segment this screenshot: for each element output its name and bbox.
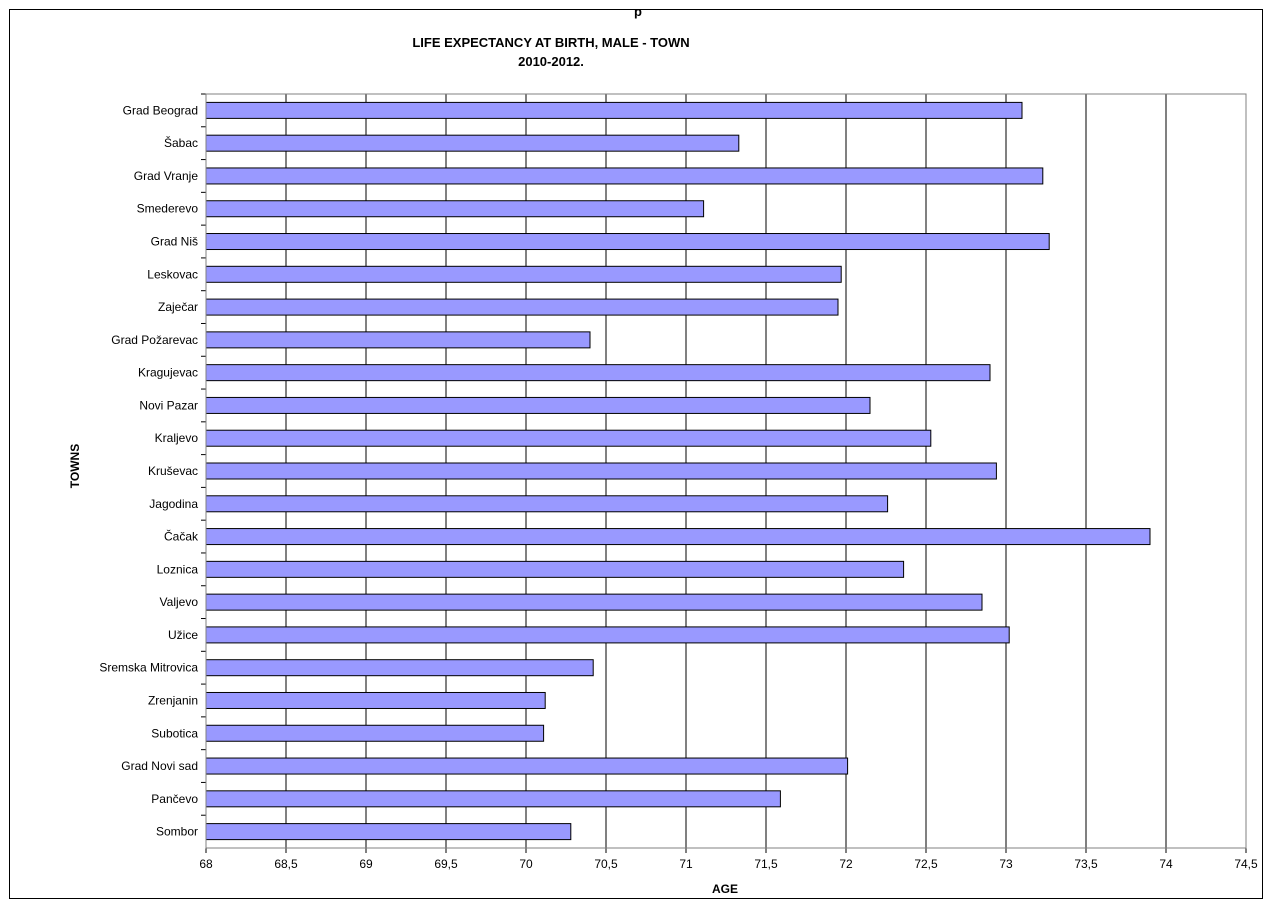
category-label: Grad Požarevac <box>111 333 198 347</box>
bar <box>205 265 842 283</box>
bar <box>205 364 991 382</box>
x-tick-label: 69,5 <box>434 857 458 871</box>
x-tick-label: 69 <box>359 857 373 871</box>
bar <box>205 331 591 349</box>
bar <box>205 593 983 611</box>
bar <box>205 200 705 218</box>
bar <box>205 134 740 152</box>
chart-title: LIFE EXPECTANCY AT BIRTH, MALE - TOWN <box>412 35 689 50</box>
y-axis-title: TOWNS <box>68 444 82 488</box>
bar <box>205 233 1050 251</box>
x-axis-title: AGE <box>712 882 738 896</box>
category-label: Kragujevac <box>138 366 198 380</box>
bar <box>205 757 849 775</box>
category-label: Zaječar <box>158 300 198 314</box>
bar <box>205 462 997 480</box>
bar <box>205 528 1151 546</box>
category-labels: Grad Beograd Šabac Grad Vranje Smederevo Gra… <box>99 103 199 838</box>
x-tick-label: 70 <box>519 857 533 871</box>
category-label: Loznica <box>157 562 199 576</box>
category-label: Kraljevo <box>155 431 199 445</box>
x-tick-label: 73 <box>999 857 1013 871</box>
x-tick-label: 68,5 <box>274 857 298 871</box>
category-label: Novi Pazar <box>139 398 198 412</box>
category-label: Zrenjanin <box>148 693 198 707</box>
bar <box>205 429 932 447</box>
category-label: Sombor <box>156 825 198 839</box>
category-label: Grad Niš <box>151 235 198 249</box>
plot-area-border <box>205 93 1247 849</box>
category-label: Užice <box>168 628 198 642</box>
category-label: Grad Novi sad <box>121 759 198 773</box>
x-tick-label: 71 <box>679 857 693 871</box>
bar-chart: LIFE EXPECTANCY AT BIRTH, MALE - TOWN 20… <box>68 35 1258 896</box>
category-label: Subotica <box>151 726 198 740</box>
bar <box>205 396 871 414</box>
bar <box>205 298 839 316</box>
category-label: Grad Beograd <box>123 103 198 117</box>
bar <box>205 626 1010 644</box>
category-label: Jagodina <box>149 497 198 511</box>
bar <box>205 560 905 578</box>
bar <box>205 691 546 709</box>
x-tick-label: 70,5 <box>594 857 618 871</box>
x-tick-label: 74 <box>1159 857 1173 871</box>
bars <box>205 101 1151 841</box>
bar <box>205 495 889 513</box>
x-tick-label: 68 <box>199 857 213 871</box>
bar <box>205 101 1023 119</box>
category-label: Valjevo <box>160 595 199 609</box>
category-label: Smederevo <box>137 202 199 216</box>
category-label: Leskovac <box>147 267 198 281</box>
category-label: Pančevo <box>151 792 198 806</box>
chart-subtitle: 2010-2012. <box>518 54 584 69</box>
x-tick-label: 73,5 <box>1074 857 1098 871</box>
x-tick-label: 71,5 <box>754 857 778 871</box>
x-tick-label: 74,5 <box>1234 857 1258 871</box>
category-label: Kruševac <box>148 464 198 478</box>
category-label: Šabac <box>164 135 198 150</box>
bar <box>205 724 545 742</box>
clipped-title-fragment: p <box>634 4 642 19</box>
chart-frame: p LIFE EXPECTANCY AT BIRTH, MALE - TOWN … <box>9 4 1263 899</box>
bar <box>205 167 1044 185</box>
bar <box>205 823 572 841</box>
x-tick-label: 72 <box>839 857 853 871</box>
x-tick-label: 72,5 <box>914 857 938 871</box>
category-label: Grad Vranje <box>134 169 199 183</box>
category-label: Sremska Mitrovica <box>99 661 198 675</box>
bar <box>205 659 594 677</box>
bar <box>205 790 781 808</box>
x-tick-labels: 68 68,5 69 69,5 70 70,5 71 71,5 72 72,5 73 73,5 74 74… <box>199 857 1258 871</box>
category-label: Čačak <box>164 529 199 544</box>
